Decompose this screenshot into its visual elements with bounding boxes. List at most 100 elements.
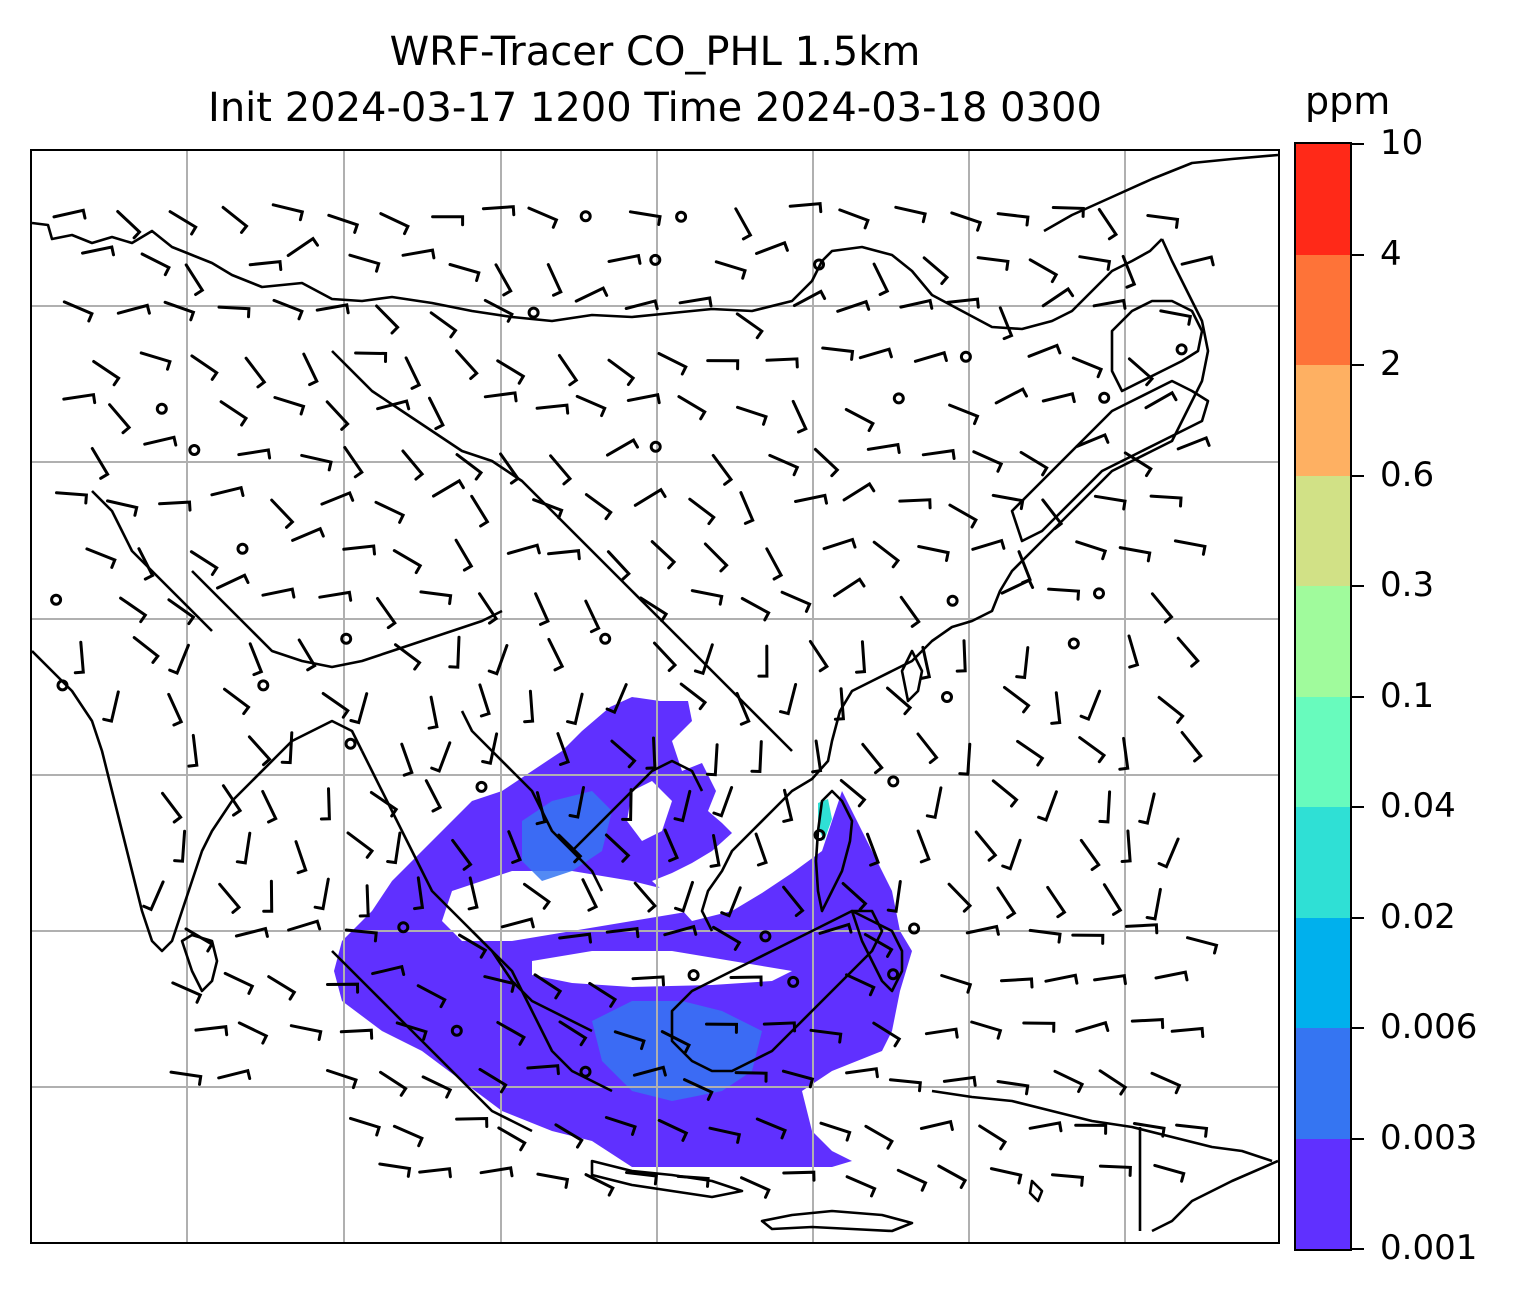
wind-barb [610,739,637,769]
wind-barb [779,683,798,716]
wind-barb [678,296,713,308]
colorbar-segment [1296,807,1350,918]
wind-barb [740,597,771,622]
wind-barb [1157,695,1185,724]
wind-barb [886,880,902,913]
tracer-gap-upper [442,871,692,941]
colorbar [1294,142,1352,1251]
calm-wind-circle [887,775,900,788]
wind-barb [168,643,190,676]
wind-barb [294,840,308,875]
wind-barb [921,448,956,460]
wind-barb [358,884,370,918]
wind-barb [1153,1163,1186,1183]
wind-barb [116,303,151,315]
wind-barb [1028,928,1062,944]
wind-barb [948,403,980,426]
wind-barb [1154,970,1189,982]
calm-wind-circle [344,737,357,750]
wind-barb [974,830,998,862]
map-title-line2: Init 2024-03-17 1200 Time 2024-03-18 030… [208,85,1102,131]
wind-barb [1028,258,1059,284]
wind-barb [645,736,657,770]
colorbar-tick [1352,474,1364,477]
wind-barb [523,689,535,724]
wind-barb [894,205,927,224]
wind-barb [321,692,350,719]
wind-barb [1075,432,1110,448]
wind-barb [163,300,196,322]
wind-barb [809,1028,843,1044]
wind-barb [169,1070,203,1086]
colorbar-segment [1296,475,1350,586]
wind-barb [919,1119,954,1131]
calm-wind-circle [579,210,592,223]
calm-wind-circle [887,968,900,981]
tracer-gap-band [532,951,792,987]
wind-barb [588,981,618,1008]
wind-barb [782,788,794,823]
calm-wind-circle [599,632,612,645]
wind-barb [736,405,768,426]
wind-barb [349,692,369,725]
wind-barb [955,639,967,673]
colorbar-segment [1296,254,1350,365]
wind-barb [613,1030,646,1051]
map-panel [30,149,1280,1244]
wind-barb [496,1021,526,1046]
wind-barb [483,975,516,993]
wind-barb [922,256,950,285]
wind-barb [1157,837,1180,869]
wind-barb [899,298,934,310]
wind-barb [376,399,411,411]
wind-barb [235,831,252,865]
wind-barb [677,395,707,421]
wind-barb [657,352,688,376]
wind-barb [248,259,283,271]
wind-barb [971,538,1006,551]
wind-barb [818,922,853,935]
wind-barb [187,733,199,768]
colorbar-segment [1296,365,1350,476]
wind-barb [481,732,499,765]
wind-barb [506,543,541,555]
wind-barb [467,876,479,911]
colorbar-segment [1296,696,1350,807]
wind-barb [841,882,868,911]
calm-wind-circle [946,594,959,607]
colorbar-tick [1352,695,1364,698]
wind-barb [1050,691,1062,725]
wind-barb [788,201,823,214]
wind-barb [90,447,110,480]
wind-barb [762,1021,797,1033]
wind-barb [496,359,526,385]
wind-barb [1079,838,1101,871]
colorbar-segment [1296,586,1350,697]
wind-barb [604,1116,637,1136]
wind-barb [994,387,1028,405]
wind-barb [782,885,805,917]
wind-barb [947,882,973,913]
calm-wind-circle [257,679,270,692]
wind-barb [320,490,355,506]
wind-barb [861,742,884,775]
wind-barb [581,878,599,912]
wind-barb [712,786,734,818]
wind-barb [244,356,267,389]
wind-barb [302,352,319,387]
wind-barb [273,396,306,416]
wind-barb [996,212,1030,227]
wind-barb [965,924,1000,936]
wind-barb [607,358,636,386]
wind-barb [606,550,631,581]
colorbar-tick [1352,364,1364,366]
wind-barb [673,789,692,823]
wind-barb [158,500,192,512]
wind-barb [1121,254,1137,289]
wind-barb [327,213,360,234]
wind-barb [523,882,551,910]
wind-barb [547,549,581,561]
wind-barb [998,306,1014,341]
wind-barb [991,779,1019,808]
wind-barb [1075,540,1108,561]
